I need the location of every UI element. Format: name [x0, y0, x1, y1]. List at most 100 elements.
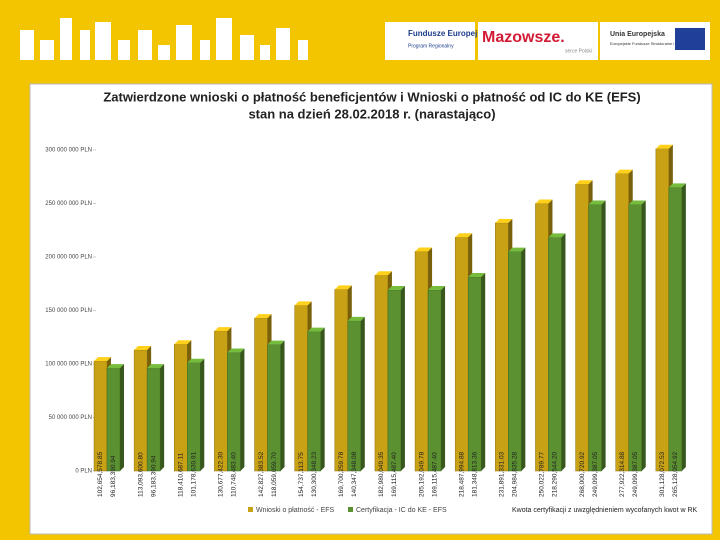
bar — [467, 272, 486, 472]
bar-side — [561, 233, 566, 471]
bar — [508, 247, 526, 472]
bar-top — [227, 348, 245, 353]
bar-top — [294, 301, 312, 306]
value-label: 249,099,387.05 — [632, 451, 639, 497]
bar-front — [588, 204, 602, 472]
bar — [227, 348, 245, 472]
chart-subtitle: stan na dzień 28.02.2018 r. (narastająco… — [248, 106, 495, 121]
bar-front — [267, 344, 281, 472]
y-tick-label: 200 000 000 PLN — [45, 255, 92, 261]
value-label: 265,128,054.92 — [672, 451, 679, 497]
bar-top — [575, 180, 593, 185]
deco-squares — [20, 18, 308, 60]
y-tick-label: 0 PLN — [75, 469, 92, 475]
logo-text: Fundusze Europejskie — [408, 29, 493, 38]
bar-front — [254, 317, 268, 472]
value-label: 231,891,331.03 — [499, 451, 506, 497]
bar-top — [548, 233, 566, 238]
bar — [187, 358, 205, 472]
value-label: 140,347,348.08 — [351, 451, 358, 497]
bar-top — [668, 183, 686, 188]
bar — [387, 286, 405, 472]
bar — [548, 233, 566, 472]
value-label: 130,677,422.30 — [218, 451, 225, 497]
bar-top — [94, 357, 111, 362]
bar-front — [548, 237, 562, 472]
bar-top — [615, 169, 633, 174]
bar-top — [387, 286, 405, 291]
bar-front — [508, 251, 522, 472]
value-label: 154,737,113.75 — [298, 452, 305, 497]
bar-front — [535, 203, 549, 472]
value-label: 182,980,049.35 — [378, 451, 385, 497]
bar-side — [641, 200, 646, 471]
bar-front — [655, 148, 670, 472]
bar — [146, 364, 165, 472]
value-label: 110,748,483.40 — [231, 452, 238, 497]
bar-top — [628, 200, 646, 205]
bar-front — [214, 330, 228, 472]
value-label: 301,128,072.53 — [659, 451, 666, 497]
bar-top — [495, 218, 513, 223]
bar-front — [307, 331, 321, 472]
chart-title: Zatwierdzone wnioski o płatność beneficj… — [103, 89, 640, 104]
bar-top — [307, 327, 325, 332]
bar-front — [387, 289, 402, 472]
value-label: 169,700,259.78 — [338, 451, 345, 497]
logo-box — [478, 22, 598, 60]
bar-top — [134, 345, 152, 350]
logo-text: Unia Europejska — [610, 31, 665, 38]
bar-side — [160, 364, 165, 471]
bar-top — [655, 144, 673, 149]
logo-text: Program Regionalny — [408, 43, 454, 49]
bar-side — [320, 327, 325, 471]
logo-text: Europejskie Fundusze Strukturalne i Inwe… — [610, 41, 699, 46]
bar-top — [415, 247, 433, 252]
bar-side — [521, 247, 526, 471]
value-label: 118,410,687.11 — [177, 452, 184, 497]
bar-top — [174, 340, 192, 345]
value-label: 249,099,387.05 — [592, 451, 599, 497]
value-label: 268,000,720.92 — [579, 451, 586, 497]
bar-side — [280, 340, 285, 471]
bar-front — [454, 236, 469, 472]
chart-area — [29, 83, 713, 535]
bar-front — [668, 187, 683, 472]
value-label: 101,178,630.91 — [190, 451, 197, 497]
legend-label: Wnioski o płatność - EFS — [256, 507, 335, 514]
bar-top — [374, 271, 392, 276]
bar-front — [575, 183, 589, 472]
bar-front — [374, 274, 389, 472]
value-label: 96,183,390.94 — [110, 455, 117, 497]
note: Kwota certyfikacji z uwzględnieniem wyco… — [512, 507, 698, 514]
bar — [668, 183, 686, 472]
bar-top — [588, 200, 606, 205]
y-tick-label: 300 000 000 PLN — [45, 148, 92, 154]
value-label: 250,022,789.77 — [539, 451, 546, 497]
bar-front — [414, 251, 429, 472]
bar-front — [334, 289, 349, 472]
bar-side — [601, 200, 606, 471]
value-label: 96,183,390.94 — [150, 455, 157, 497]
value-label: 205,192,049.78 — [418, 451, 425, 497]
y-tick-label: 250 000 000 PLN — [45, 201, 92, 207]
bar-side — [120, 364, 124, 471]
legend-label: Certyfikacja - IC do KE - EFS — [356, 507, 447, 514]
bar-side — [240, 348, 245, 471]
bar-front — [495, 222, 509, 472]
bar — [628, 200, 646, 472]
bar-front — [467, 276, 482, 472]
logo-text: Mazowsze. — [482, 29, 565, 46]
value-label: 102,654,578.85 — [97, 451, 104, 497]
bar-front — [427, 289, 442, 472]
bar — [427, 286, 446, 472]
bar-top — [214, 327, 232, 332]
logo-box — [385, 22, 475, 60]
value-label: 118,059,059.70 — [271, 452, 278, 497]
bar — [588, 200, 606, 472]
bar-side — [400, 286, 405, 471]
bar-top — [535, 199, 553, 204]
bar — [106, 364, 124, 472]
